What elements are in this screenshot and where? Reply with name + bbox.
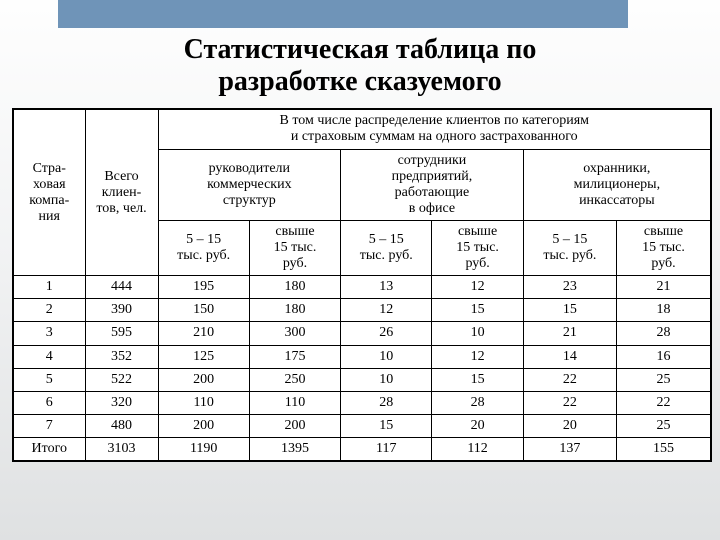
cell: 210 <box>158 322 249 345</box>
cell: 15 <box>432 368 523 391</box>
cell: 250 <box>249 368 340 391</box>
cell: 22 <box>523 368 616 391</box>
cell: 480 <box>85 414 158 437</box>
col-header-group-guards: охранники,милиционеры,инкассаторы <box>523 149 710 220</box>
cell: 5 <box>14 368 85 391</box>
cell-total: 3103 <box>85 437 158 460</box>
col-header-total-clients: Всегоклиен-тов, чел. <box>85 110 158 275</box>
cell: 110 <box>249 391 340 414</box>
cell: 12 <box>432 345 523 368</box>
cell: 28 <box>432 391 523 414</box>
stats-table: Стра-ховаякомпа-ния Всегоклиен-тов, чел.… <box>14 110 710 460</box>
cell: 16 <box>617 345 710 368</box>
col-header-company: Стра-ховаякомпа-ния <box>14 110 85 275</box>
cell: 320 <box>85 391 158 414</box>
col-header-sub-over15-c: свыше15 тыс.руб. <box>617 220 710 275</box>
cell: 180 <box>249 276 340 299</box>
cell: 15 <box>341 414 432 437</box>
table-row: 239015018012151518 <box>14 299 710 322</box>
col-header-sub-over15-b: свыше15 тыс.руб. <box>432 220 523 275</box>
cell: 300 <box>249 322 340 345</box>
cell: 444 <box>85 276 158 299</box>
cell: 15 <box>432 299 523 322</box>
table-row: 748020020015202025 <box>14 414 710 437</box>
cell: 3 <box>14 322 85 345</box>
col-header-spanner: В том числе распределение клиентов по ка… <box>158 110 710 149</box>
cell: 28 <box>617 322 710 345</box>
cell: 522 <box>85 368 158 391</box>
cell: 14 <box>523 345 616 368</box>
table-row: 359521030026102128 <box>14 322 710 345</box>
cell: 200 <box>249 414 340 437</box>
cell: 10 <box>432 322 523 345</box>
cell-total: 117 <box>341 437 432 460</box>
cell: 25 <box>617 368 710 391</box>
col-header-group-office: сотрудникипредприятий,работающиев офисе <box>341 149 524 220</box>
cell: 2 <box>14 299 85 322</box>
col-header-sub-5-15-c: 5 – 15тыс. руб. <box>523 220 616 275</box>
table-row: 552220025010152225 <box>14 368 710 391</box>
cell: 25 <box>617 414 710 437</box>
cell: 352 <box>85 345 158 368</box>
cell: 21 <box>617 276 710 299</box>
cell: 10 <box>341 345 432 368</box>
col-header-group-managers: руководителикоммерческихструктур <box>158 149 341 220</box>
cell: 1 <box>14 276 85 299</box>
col-header-sub-5-15-b: 5 – 15тыс. руб. <box>341 220 432 275</box>
cell-total: 1190 <box>158 437 249 460</box>
cell: 15 <box>523 299 616 322</box>
cell: 150 <box>158 299 249 322</box>
cell: 28 <box>341 391 432 414</box>
cell: 595 <box>85 322 158 345</box>
table-row: 632011011028282222 <box>14 391 710 414</box>
cell: 4 <box>14 345 85 368</box>
accent-bar <box>58 0 628 28</box>
table-row: 435212517510121416 <box>14 345 710 368</box>
cell: 21 <box>523 322 616 345</box>
cell-total: Итого <box>14 437 85 460</box>
page-title: Статистическая таблица по разработке ска… <box>0 28 720 108</box>
cell: 20 <box>523 414 616 437</box>
table-row: 144419518013122321 <box>14 276 710 299</box>
cell: 195 <box>158 276 249 299</box>
cell-total: 1395 <box>249 437 340 460</box>
cell: 26 <box>341 322 432 345</box>
cell-total: 137 <box>523 437 616 460</box>
cell: 12 <box>432 276 523 299</box>
table-body: 1444195180131223212390150180121515183595… <box>14 276 710 460</box>
cell: 180 <box>249 299 340 322</box>
cell: 200 <box>158 368 249 391</box>
cell: 200 <box>158 414 249 437</box>
cell: 175 <box>249 345 340 368</box>
table-row-total: Итого310311901395117112137155 <box>14 437 710 460</box>
cell: 110 <box>158 391 249 414</box>
cell: 22 <box>617 391 710 414</box>
cell: 10 <box>341 368 432 391</box>
stats-table-container: Стра-ховаякомпа-ния Всегоклиен-тов, чел.… <box>12 108 712 462</box>
cell: 390 <box>85 299 158 322</box>
cell: 125 <box>158 345 249 368</box>
cell-total: 112 <box>432 437 523 460</box>
title-line-2: разработке сказуемого <box>218 66 501 97</box>
cell: 23 <box>523 276 616 299</box>
cell: 7 <box>14 414 85 437</box>
cell: 22 <box>523 391 616 414</box>
cell: 20 <box>432 414 523 437</box>
cell-total: 155 <box>617 437 710 460</box>
cell: 12 <box>341 299 432 322</box>
col-header-sub-5-15-a: 5 – 15тыс. руб. <box>158 220 249 275</box>
cell: 6 <box>14 391 85 414</box>
title-line-1: Статистическая таблица по <box>184 34 537 65</box>
col-header-sub-over15-a: свыше15 тыс.руб. <box>249 220 340 275</box>
cell: 13 <box>341 276 432 299</box>
cell: 18 <box>617 299 710 322</box>
